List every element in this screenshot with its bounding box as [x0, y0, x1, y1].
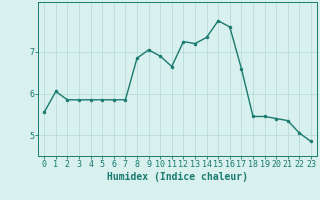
X-axis label: Humidex (Indice chaleur): Humidex (Indice chaleur): [107, 172, 248, 182]
